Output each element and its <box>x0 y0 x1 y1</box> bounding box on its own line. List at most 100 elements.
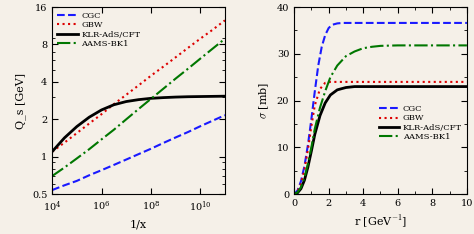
GBW <box>49 150 55 153</box>
KLR-AdS/CFT <box>185 95 191 98</box>
CGC <box>136 153 141 156</box>
CGC <box>309 118 314 121</box>
AAMS-BK1 <box>185 67 191 70</box>
CGC <box>305 144 311 146</box>
CGC <box>301 165 307 168</box>
AAMS-BK1 <box>369 45 374 48</box>
GBW <box>160 65 166 68</box>
AAMS-BK1 <box>352 50 357 53</box>
KLR-AdS/CFT <box>395 85 401 88</box>
KLR-AdS/CFT <box>123 100 129 103</box>
AAMS-BK1 <box>197 57 203 60</box>
X-axis label: r [GeV$^{-1}$]: r [GeV$^{-1}$] <box>354 214 407 230</box>
CGC <box>464 22 470 24</box>
KLR-AdS/CFT <box>86 116 92 119</box>
CGC <box>312 90 318 93</box>
Line: KLR-AdS/CFT: KLR-AdS/CFT <box>294 87 467 194</box>
CGC <box>386 22 392 24</box>
KLR-AdS/CFT <box>352 85 357 88</box>
AAMS-BK1 <box>74 157 80 160</box>
AAMS-BK1 <box>301 176 307 179</box>
KLR-AdS/CFT <box>222 95 228 98</box>
GBW <box>309 125 314 128</box>
AAMS-BK1 <box>309 146 314 149</box>
KLR-AdS/CFT <box>301 179 307 182</box>
KLR-AdS/CFT <box>136 98 141 101</box>
KLR-AdS/CFT <box>447 85 453 88</box>
Legend: CGC, GBW, KLR-AdS/CFT, AAMS-BK1: CGC, GBW, KLR-AdS/CFT, AAMS-BK1 <box>55 10 142 49</box>
GBW <box>464 80 470 83</box>
KLR-AdS/CFT <box>317 114 323 117</box>
GBW <box>298 183 304 185</box>
KLR-AdS/CFT <box>429 85 435 88</box>
Legend: CGC, GBW, KLR-AdS/CFT, AAMS-BK1: CGC, GBW, KLR-AdS/CFT, AAMS-BK1 <box>377 103 464 143</box>
KLR-AdS/CFT <box>328 94 333 96</box>
GBW <box>343 80 349 83</box>
CGC <box>291 193 297 196</box>
CGC <box>74 179 80 182</box>
CGC <box>160 142 166 144</box>
KLR-AdS/CFT <box>322 102 328 104</box>
AAMS-BK1 <box>136 108 141 110</box>
KLR-AdS/CFT <box>312 133 318 136</box>
Line: CGC: CGC <box>294 23 467 194</box>
GBW <box>312 104 318 107</box>
GBW <box>335 80 340 83</box>
AAMS-BK1 <box>148 98 154 100</box>
Line: AAMS-BK1: AAMS-BK1 <box>52 39 225 176</box>
CGC <box>148 147 154 150</box>
GBW <box>412 80 418 83</box>
CGC <box>99 169 104 172</box>
KLR-AdS/CFT <box>343 86 349 89</box>
AAMS-BK1 <box>111 128 117 131</box>
KLR-AdS/CFT <box>378 85 383 88</box>
GBW <box>62 141 67 144</box>
GBW <box>185 47 191 49</box>
KLR-AdS/CFT <box>309 150 314 153</box>
Line: GBW: GBW <box>294 82 467 194</box>
GBW <box>99 113 104 116</box>
KLR-AdS/CFT <box>160 96 166 99</box>
X-axis label: 1/x: 1/x <box>130 219 147 229</box>
AAMS-BK1 <box>160 88 166 90</box>
CGC <box>315 64 321 67</box>
GBW <box>328 80 333 83</box>
AAMS-BK1 <box>378 44 383 47</box>
Line: KLR-AdS/CFT: KLR-AdS/CFT <box>52 96 225 152</box>
AAMS-BK1 <box>317 106 323 109</box>
AAMS-BK1 <box>305 162 311 165</box>
GBW <box>378 80 383 83</box>
CGC <box>222 114 228 117</box>
KLR-AdS/CFT <box>173 96 178 99</box>
AAMS-BK1 <box>123 118 129 121</box>
CGC <box>335 22 340 25</box>
AAMS-BK1 <box>295 191 301 194</box>
AAMS-BK1 <box>62 166 67 169</box>
KLR-AdS/CFT <box>62 136 67 139</box>
GBW <box>111 103 117 106</box>
GBW <box>210 28 216 31</box>
AAMS-BK1 <box>328 76 333 79</box>
AAMS-BK1 <box>298 186 304 189</box>
Y-axis label: $\sigma$ [mb]: $\sigma$ [mb] <box>258 82 271 119</box>
GBW <box>148 74 154 77</box>
KLR-AdS/CFT <box>360 85 366 88</box>
Line: CGC: CGC <box>52 115 225 190</box>
KLR-AdS/CFT <box>210 95 216 98</box>
KLR-AdS/CFT <box>148 97 154 100</box>
GBW <box>360 80 366 83</box>
CGC <box>322 34 328 37</box>
CGC <box>62 184 67 187</box>
CGC <box>173 136 178 139</box>
AAMS-BK1 <box>86 148 92 151</box>
AAMS-BK1 <box>173 77 178 80</box>
CGC <box>326 27 331 29</box>
GBW <box>123 93 129 96</box>
AAMS-BK1 <box>291 193 297 196</box>
CGC <box>298 180 304 183</box>
Line: AAMS-BK1: AAMS-BK1 <box>294 45 467 194</box>
KLR-AdS/CFT <box>197 95 203 98</box>
CGC <box>210 119 216 122</box>
CGC <box>357 22 363 24</box>
GBW <box>322 81 328 84</box>
